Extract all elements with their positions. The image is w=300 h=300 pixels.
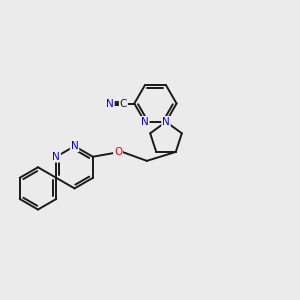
Text: N: N — [162, 117, 170, 127]
Text: N: N — [141, 117, 149, 127]
Text: O: O — [114, 147, 122, 157]
Text: N: N — [52, 152, 60, 162]
Text: C: C — [120, 98, 127, 109]
Text: N: N — [71, 141, 78, 151]
Text: N: N — [106, 98, 114, 109]
